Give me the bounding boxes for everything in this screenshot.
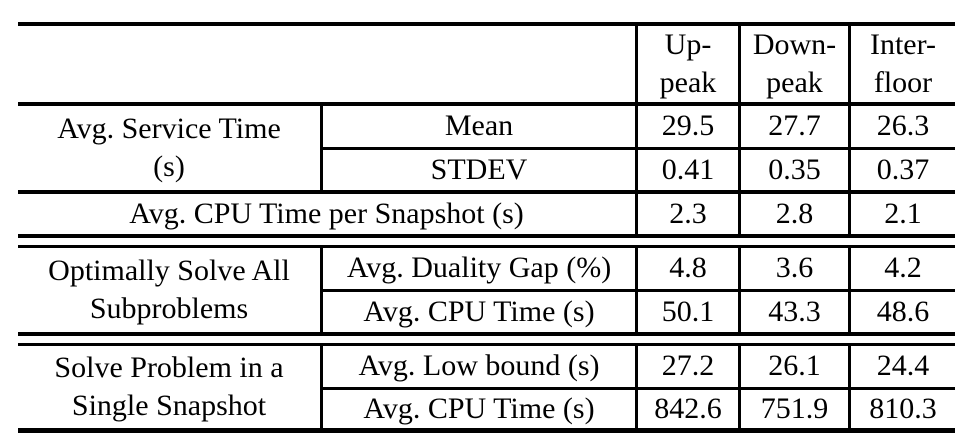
header-corner-blank xyxy=(18,22,635,106)
row-label-stdev: STDEV xyxy=(320,149,635,194)
row-group-single-snapshot: Solve Problem in a Single Snapshot xyxy=(18,346,320,433)
cell-duality-inter-floor: 4.2 xyxy=(848,247,955,292)
cell-duality-up-peak: 4.8 xyxy=(635,247,738,292)
table-row-cpu-subproblems: Avg. CPU Time (s) 50.1 43.3 48.6 xyxy=(18,291,955,336)
cell-cpu-single-inter-floor: 810.3 xyxy=(848,389,955,433)
table-row-low-bound: Solve Problem in a Single Snapshot Avg. … xyxy=(18,345,955,433)
section-separator xyxy=(18,336,955,346)
cell-cpu-snapshot-up-peak: 2.3 xyxy=(635,193,738,238)
table-row-stdev: STDEV 0.41 0.35 0.37 xyxy=(18,149,955,194)
col-header-down-peak: Down- peak xyxy=(738,22,848,106)
results-table: Up- peak Down- peak Inter- floor Avg. Se… xyxy=(18,22,955,433)
cell-stdev-inter-floor: 0.37 xyxy=(848,149,955,194)
col-header-up-peak: Up- peak xyxy=(635,22,738,106)
header-row: Up- peak Down- peak Inter- floor xyxy=(18,22,955,106)
cell-cpu-single-down-peak: 751.9 xyxy=(738,389,848,433)
cell-low-bound-down-peak: 26.1 xyxy=(738,345,848,390)
cell-duality-down-peak: 3.6 xyxy=(738,247,848,292)
row-group-optimally-solve: Optimally Solve All Subproblems xyxy=(18,248,320,336)
separator-rule xyxy=(18,238,955,248)
row-label-cpu-single: Avg. CPU Time (s) xyxy=(320,389,635,433)
cell-cpu-sub-down-peak: 43.3 xyxy=(738,291,848,336)
cell-stdev-down-peak: 0.35 xyxy=(738,149,848,194)
cell-mean-up-peak: 29.5 xyxy=(635,105,738,150)
cell-mean-down-peak: 27.7 xyxy=(738,105,848,150)
cell-cpu-sub-up-peak: 50.1 xyxy=(635,291,738,336)
table-row-duality-gap: Optimally Solve All Subproblems Avg. Dua… xyxy=(18,247,955,336)
cell-low-bound-up-peak: 27.2 xyxy=(635,345,738,390)
cell-low-bound-inter-floor: 24.4 xyxy=(848,345,955,390)
row-label-mean: Mean xyxy=(320,105,635,150)
table-row-cpu-per-snapshot: Avg. CPU Time per Snapshot (s) 2.3 2.8 2… xyxy=(18,193,955,238)
cell-cpu-sub-inter-floor: 48.6 xyxy=(848,291,955,336)
col-header-inter-floor: Inter- floor xyxy=(848,22,955,106)
cell-mean-inter-floor: 26.3 xyxy=(848,105,955,150)
cell-cpu-snapshot-down-peak: 2.8 xyxy=(738,193,848,238)
table-row-mean: Avg. Service Time (s) Mean 29.5 27.7 26.… xyxy=(18,105,955,194)
separator-rule xyxy=(18,336,955,346)
row-label-low-bound: Avg. Low bound (s) xyxy=(320,345,635,390)
section-separator xyxy=(18,238,955,248)
cell-cpu-single-up-peak: 842.6 xyxy=(635,389,738,433)
table-row-cpu-single: Avg. CPU Time (s) 842.6 751.9 810.3 xyxy=(18,389,955,433)
row-label-cpu-per-snapshot: Avg. CPU Time per Snapshot (s) xyxy=(18,194,635,238)
cell-stdev-up-peak: 0.41 xyxy=(635,149,738,194)
cell-cpu-snapshot-inter-floor: 2.1 xyxy=(848,193,955,238)
row-label-cpu-subproblems: Avg. CPU Time (s) xyxy=(320,291,635,336)
row-label-duality-gap: Avg. Duality Gap (%) xyxy=(320,247,635,292)
row-group-avg-service-time: Avg. Service Time (s) xyxy=(18,106,320,194)
